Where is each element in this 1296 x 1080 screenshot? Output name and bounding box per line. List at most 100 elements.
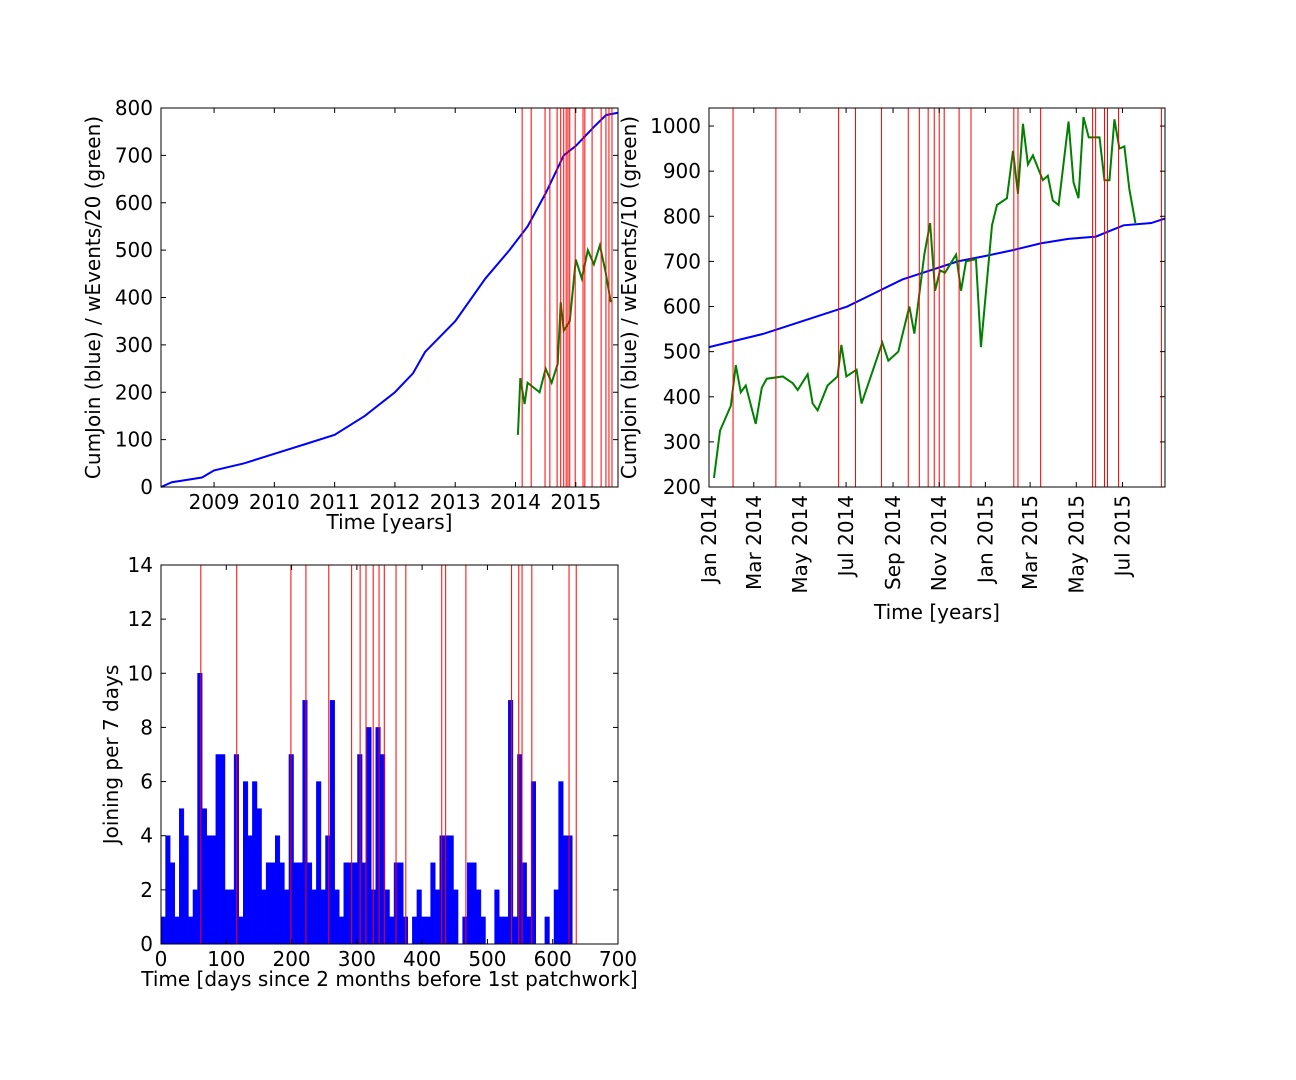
x-tick-label: 500 bbox=[468, 947, 506, 971]
y-tick-label: 700 bbox=[115, 143, 153, 167]
histogram-bar bbox=[306, 862, 313, 945]
histogram-bar bbox=[188, 916, 194, 945]
histogram-bar bbox=[197, 673, 203, 945]
histogram-bar bbox=[366, 727, 372, 945]
histogram-bar bbox=[553, 889, 559, 945]
histogram-bar bbox=[375, 727, 381, 945]
x-tick-label: May 2015 bbox=[1064, 495, 1088, 594]
y-tick-label: 400 bbox=[115, 286, 153, 310]
histogram-bar bbox=[284, 889, 290, 945]
x-tick-label: 100 bbox=[207, 947, 245, 971]
y-tick-label: 100 bbox=[115, 428, 153, 452]
y-tick-label: 0 bbox=[140, 475, 153, 499]
histogram-bar bbox=[238, 916, 244, 945]
histogram-bar bbox=[270, 862, 276, 945]
histogram-bar bbox=[311, 889, 317, 945]
histogram-bar bbox=[352, 862, 358, 945]
histogram-bar bbox=[503, 916, 509, 945]
y-tick-label: 0 bbox=[140, 932, 153, 956]
histogram-bar bbox=[224, 889, 230, 945]
x-axis-label: Time [years] bbox=[326, 510, 453, 534]
histogram-bar bbox=[567, 835, 573, 945]
plot-frame bbox=[708, 107, 1166, 488]
y-tick-label: 14 bbox=[128, 553, 153, 577]
y-tick-label: 500 bbox=[115, 238, 153, 262]
y-axis-label: Joining per 7 days bbox=[99, 665, 123, 847]
y-tick-label: 900 bbox=[663, 159, 701, 183]
x-tick-label: 400 bbox=[403, 947, 441, 971]
histogram-bar bbox=[247, 835, 253, 945]
histogram-bar bbox=[384, 889, 390, 945]
x-tick-label: Mar 2015 bbox=[1018, 495, 1042, 590]
histogram-bar bbox=[558, 781, 564, 945]
data-line bbox=[516, 241, 612, 435]
histogram-bar bbox=[320, 889, 326, 945]
y-tick-label: 800 bbox=[115, 96, 153, 120]
histogram-bar bbox=[430, 862, 436, 945]
histogram-bar bbox=[220, 754, 226, 945]
y-tick-label: 10 bbox=[128, 661, 153, 685]
histogram-bar bbox=[343, 862, 349, 945]
x-tick-label: 200 bbox=[272, 947, 310, 971]
y-tick-label: 12 bbox=[128, 607, 153, 631]
y-tick-label: 600 bbox=[115, 191, 153, 215]
histogram-bar bbox=[261, 889, 267, 945]
y-tick-label: 500 bbox=[663, 340, 701, 364]
histogram-bar bbox=[448, 835, 454, 945]
histogram-bar bbox=[521, 862, 527, 945]
x-tick-label: 0 bbox=[155, 947, 168, 971]
x-axis-label: Time [days since 2 months before 1st pat… bbox=[140, 967, 637, 991]
histogram-bar bbox=[211, 835, 217, 945]
x-tick-label: 2011 bbox=[309, 490, 360, 514]
histogram-bar bbox=[165, 835, 171, 945]
y-tick-label: 6 bbox=[140, 770, 153, 794]
histogram-bar bbox=[201, 808, 207, 945]
histogram-bar bbox=[206, 835, 212, 945]
histogram-bar bbox=[398, 862, 404, 945]
histogram-bar bbox=[480, 916, 486, 945]
histogram-bar bbox=[517, 754, 523, 945]
x-tick-label: Sep 2014 bbox=[881, 495, 905, 590]
y-tick-label: 200 bbox=[663, 475, 701, 499]
histogram-bar bbox=[275, 835, 281, 945]
histogram-bar bbox=[252, 781, 258, 945]
y-tick-label: 600 bbox=[663, 295, 701, 319]
histogram-bar bbox=[297, 862, 303, 945]
x-tick-label: 700 bbox=[599, 947, 637, 971]
histogram-bar bbox=[329, 700, 335, 945]
x-tick-label: 300 bbox=[338, 947, 376, 971]
y-tick-label: 800 bbox=[663, 204, 701, 228]
x-tick-label: 2012 bbox=[369, 490, 420, 514]
y-tick-label: 8 bbox=[140, 715, 153, 739]
histogram-bar bbox=[348, 862, 354, 945]
histogram-bar bbox=[416, 889, 422, 945]
x-tick-label: 600 bbox=[534, 947, 572, 971]
histogram-bar bbox=[179, 808, 185, 945]
x-tick-label: Jan 2015 bbox=[973, 495, 997, 585]
data-line bbox=[712, 116, 1137, 479]
histogram-bar bbox=[338, 916, 345, 945]
histogram-bar bbox=[389, 916, 395, 945]
histogram-bar bbox=[174, 916, 180, 945]
histogram-bar bbox=[512, 916, 518, 945]
x-tick-label: 2010 bbox=[249, 490, 300, 514]
histogram-bar bbox=[425, 916, 431, 945]
histogram-bar bbox=[476, 889, 482, 945]
histogram-bar bbox=[192, 889, 198, 945]
x-tick-label: 2015 bbox=[550, 490, 601, 514]
histogram-bar bbox=[160, 916, 166, 945]
x-tick-label: Jul 2014 bbox=[834, 495, 858, 578]
histogram-bar bbox=[508, 700, 514, 945]
histogram-bar bbox=[169, 862, 175, 945]
histogram-bar bbox=[293, 862, 299, 945]
histogram-bar bbox=[183, 835, 189, 945]
y-axis-label: CumJoin (blue) / wEvents/10 (green) bbox=[617, 116, 641, 479]
x-tick-label: Mar 2014 bbox=[742, 495, 766, 590]
x-tick-label: 2013 bbox=[430, 490, 481, 514]
histogram-bar bbox=[544, 916, 550, 945]
histogram-bar bbox=[412, 916, 418, 945]
x-tick-label: Jan 2014 bbox=[697, 495, 721, 585]
x-tick-label: Jul 2015 bbox=[1110, 495, 1134, 578]
histogram-bar bbox=[325, 835, 331, 945]
